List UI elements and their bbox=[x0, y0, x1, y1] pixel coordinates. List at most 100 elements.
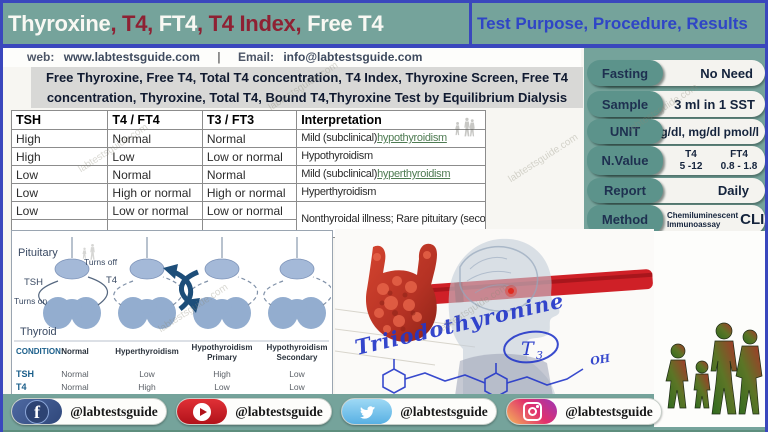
feedback-diagram-svg: Pituitary Turns off TSH T4 Turns on Thyr… bbox=[14, 237, 333, 392]
keywords-line1: Free Thyroxine, Free T4, Total T4 concen… bbox=[45, 70, 569, 85]
unit-button[interactable]: UNIT bbox=[587, 119, 663, 144]
email-link[interactable]: info@labtestsguide.com bbox=[283, 50, 423, 64]
pituitary-label: Pituitary bbox=[18, 247, 58, 259]
header-band: Thyroxine, T4, FT4, T4 Index, Free T4 Te… bbox=[3, 3, 765, 44]
col-header-interpretation: Interpretation bbox=[296, 110, 486, 130]
interpretation-text: Mild (subclinical) bbox=[301, 168, 378, 180]
title-part: , T4, bbox=[110, 11, 159, 36]
table-row: High Normal Normal Mild (subclinical)hyp… bbox=[10, 129, 486, 148]
t4-value: Normal bbox=[61, 382, 89, 392]
thyroid-gland bbox=[43, 297, 326, 329]
interpretation-text: Hypothyroidism bbox=[301, 150, 373, 162]
table-header-row: TSH T4 / FT4 T3 / FT3 Interpretation bbox=[10, 110, 486, 130]
table-cell: Hyperthyroidism bbox=[296, 183, 486, 202]
sample-button[interactable]: Sample bbox=[587, 91, 663, 117]
condition-value: Primary bbox=[207, 353, 237, 362]
t4-range: 5 -12 bbox=[679, 160, 703, 172]
table-cell: Hypothyroidism bbox=[296, 147, 486, 166]
table-cell: Normal bbox=[201, 129, 298, 148]
condition-value: Hypothyroidism bbox=[267, 343, 328, 352]
head-silhouette bbox=[448, 238, 560, 396]
bottom-accent-line bbox=[3, 430, 765, 432]
title-part: , T4 Index, bbox=[196, 11, 308, 36]
molecule-symbol: T bbox=[521, 338, 535, 360]
hyperthyroidism-link[interactable]: hyperthyroidism bbox=[377, 168, 451, 180]
thyroid-photo-collage: Triiodothyronine T 3 OH bbox=[335, 229, 654, 396]
header-divider bbox=[469, 3, 472, 47]
web-label: web: bbox=[27, 50, 55, 64]
condition-table: CONDITION: Normal Hyperthyroidism Hypoth… bbox=[16, 343, 327, 392]
interpretation-text: Mild (subclinical) bbox=[301, 132, 378, 144]
keywords-box: Free Thyroxine, Free T4, Total T4 concen… bbox=[31, 67, 583, 108]
method-value: Chemiluminescent Immunoassay bbox=[667, 210, 739, 229]
title-part: Thyroxine bbox=[8, 11, 111, 36]
table-row: Low High or normal High or normal Hypert… bbox=[10, 183, 486, 202]
table-cell: High bbox=[10, 147, 109, 166]
t4-normal-value: T4 5 -12 bbox=[667, 147, 715, 174]
t4-value: Low bbox=[289, 382, 305, 392]
molecule-subscript: 3 bbox=[536, 349, 543, 362]
table-cell: Low or normal bbox=[107, 201, 203, 220]
youtube-badge[interactable]: @labtestsguide bbox=[176, 398, 332, 425]
table-cell: Low or normal bbox=[201, 147, 298, 166]
table-cell: High or normal bbox=[201, 183, 298, 202]
table-cell: High or normal bbox=[107, 183, 203, 202]
report-row: Daily Report bbox=[587, 178, 765, 203]
fasting-button[interactable]: Fasting bbox=[587, 60, 663, 86]
table-cell: Low bbox=[10, 183, 109, 202]
ft4-label: FT4 bbox=[730, 148, 748, 160]
condition-value: Hyperthyroidism bbox=[115, 347, 179, 356]
table-cell: Low or normal bbox=[201, 201, 298, 220]
t4-row-label: T4 bbox=[16, 382, 27, 392]
twitter-badge[interactable]: @labtestsguide bbox=[341, 398, 497, 425]
instagram-handle: @labtestsguide bbox=[565, 403, 653, 419]
gland-columns bbox=[43, 237, 326, 329]
twitter-icon bbox=[342, 399, 392, 424]
keywords-line2: concentration, Thyroxine, Total T4, Boun… bbox=[46, 90, 568, 105]
facebook-badge[interactable]: f @labtestsguide bbox=[11, 398, 167, 425]
twitter-handle: @labtestsguide bbox=[400, 403, 488, 419]
method-row: Chemiluminescent Immunoassay CLIA Method bbox=[587, 205, 765, 234]
interpretation-text: Hyperthyroidism bbox=[301, 186, 377, 198]
hypothyroidism-link[interactable]: hypothyroidism bbox=[377, 132, 447, 144]
title-part: FT4 bbox=[158, 11, 198, 36]
turns-on-label: Turns on bbox=[14, 296, 48, 306]
t4-label: T4 bbox=[106, 275, 117, 286]
normal-value-button[interactable]: N.Value bbox=[587, 146, 663, 175]
website-link[interactable]: www.labtestsguide.com bbox=[63, 50, 200, 64]
family-figures bbox=[665, 322, 763, 415]
ft4-range: 0.8 - 1.8 bbox=[720, 160, 758, 172]
interpretation-text: Nonthyroidal illness; Rare pituitary (se… bbox=[301, 213, 486, 225]
fasting-value: No Need bbox=[700, 65, 753, 81]
facebook-icon: f bbox=[12, 399, 62, 424]
method-abbreviation: CLIA bbox=[740, 211, 765, 228]
instagram-icon bbox=[507, 399, 557, 424]
header-rule bbox=[3, 44, 765, 48]
turns-off-label: Turns off bbox=[84, 257, 118, 267]
table-cell: Normal bbox=[201, 165, 298, 184]
thick-feedback-arrows bbox=[163, 264, 200, 313]
family-image bbox=[654, 231, 765, 427]
youtube-handle: @labtestsguide bbox=[235, 403, 323, 419]
tsh-value: Low bbox=[289, 369, 305, 379]
facebook-handle: @labtestsguide bbox=[70, 403, 158, 419]
instagram-badge[interactable]: @labtestsguide bbox=[506, 398, 662, 425]
sample-row: 3 ml in 1 SST Sample bbox=[587, 91, 765, 117]
tsh-label: TSH bbox=[24, 277, 43, 288]
family-silhouette-svg bbox=[665, 322, 763, 415]
method-value-group: Chemiluminescent Immunoassay CLIA bbox=[667, 205, 765, 234]
contact-bar: web: www.labtestsguide.com | Email: info… bbox=[3, 48, 581, 67]
table-cell: Low bbox=[107, 147, 203, 166]
report-button[interactable]: Report bbox=[587, 178, 663, 203]
table-row: Low Normal Normal Mild (subclinical)hype… bbox=[10, 165, 486, 184]
table-cell: Low bbox=[10, 201, 109, 220]
col-header-t3: T3 / FT3 bbox=[201, 110, 298, 130]
email-label: Email: bbox=[237, 50, 274, 64]
t4-value: Low bbox=[214, 382, 230, 392]
thyroid-label: Thyroid bbox=[20, 326, 57, 338]
condition-value: Secondary bbox=[277, 353, 318, 362]
contact-divider: | bbox=[217, 50, 221, 64]
table-cell: Mild (subclinical)hypothyroidism bbox=[296, 129, 486, 148]
title-part: Free T4 bbox=[307, 11, 384, 36]
